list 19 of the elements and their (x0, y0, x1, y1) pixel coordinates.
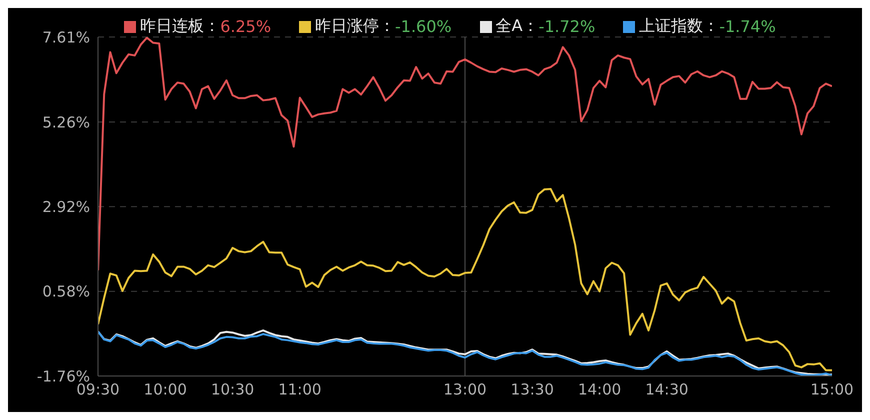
x-tick-label: 11:00 (278, 380, 322, 399)
x-tick-label: 13:00 (443, 380, 487, 399)
y-tick-label: 2.92% (42, 198, 90, 216)
legend-label: 昨日涨停：-1.60% (315, 16, 452, 37)
y-tick-label: 0.58% (42, 282, 90, 301)
x-tick-label: 09:30 (76, 380, 120, 399)
legend-label: 昨日连板：6.25% (140, 16, 272, 37)
legend-label: 上证指数：-1.74% (639, 16, 776, 37)
line-series (98, 188, 832, 372)
x-tick-label: 14:00 (578, 380, 622, 399)
y-tick-label: 7.61% (42, 28, 90, 46)
x-tick-label: 13:30 (510, 380, 554, 399)
x-tick-label: 15:00 (810, 380, 854, 399)
x-tick-label: 14:30 (645, 380, 688, 399)
x-tick-label: 10:30 (210, 380, 254, 399)
y-tick-label: 5.26% (42, 113, 90, 132)
x-tick-label: 10:00 (144, 380, 187, 399)
legend-label: 全A：-1.72% (496, 16, 596, 37)
line-series (98, 37, 832, 272)
